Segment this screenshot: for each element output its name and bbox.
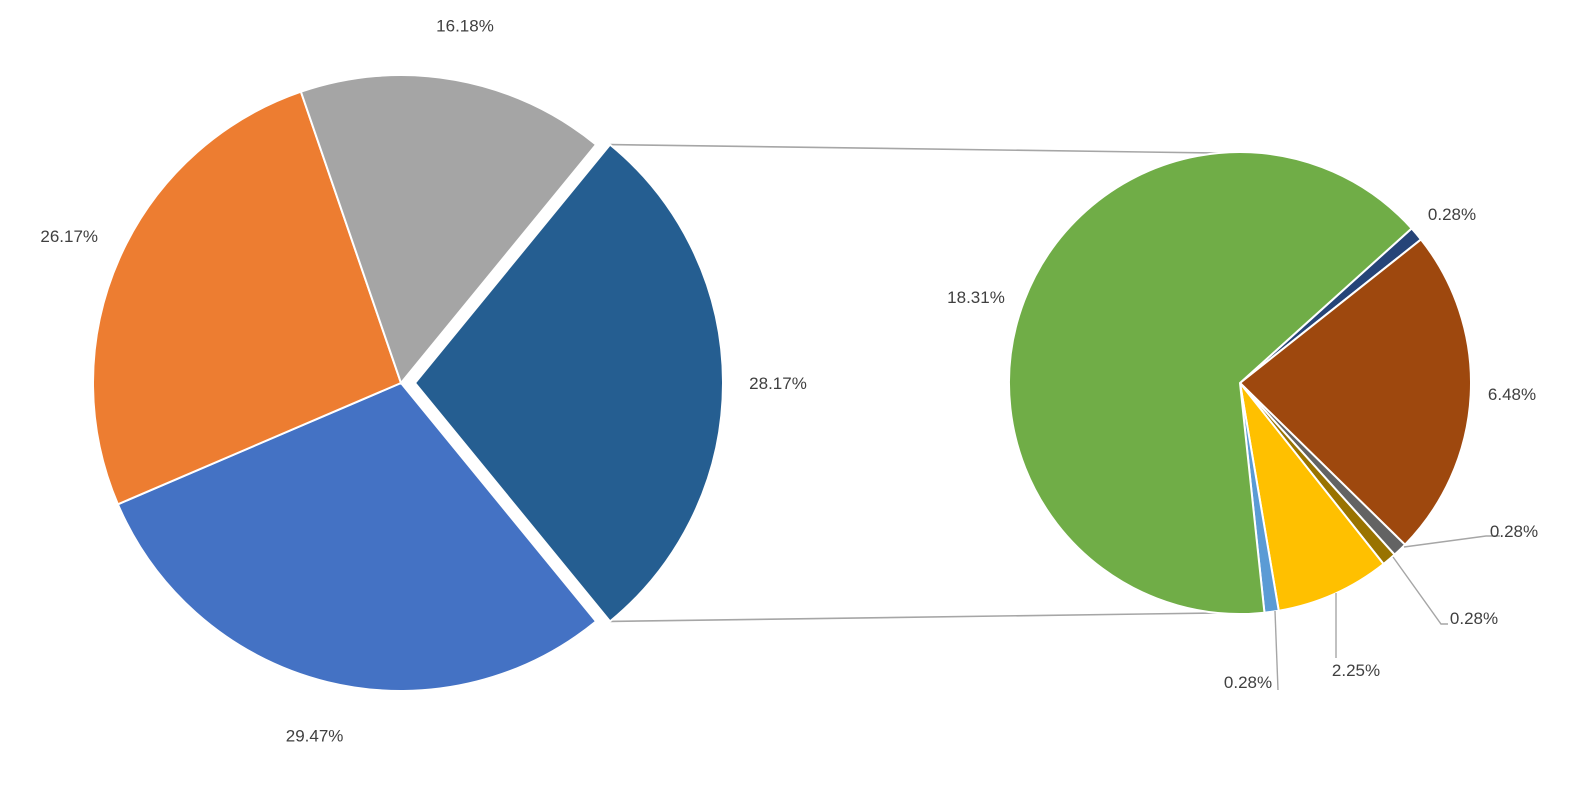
primary-pie [92,74,725,692]
secondary-slice-2 [1238,238,1472,547]
leader-line-3 [1403,535,1500,548]
secondary-slice-label-2: 6.48% [1488,385,1536,404]
connector-line-top [609,143,1231,154]
secondary-slice-5 [1239,382,1385,612]
primary-slice-4 [299,74,598,386]
label-leader-lines [1274,535,1500,691]
connector-line-bottom [609,612,1231,623]
secondary-slice-label-5: 2.25% [1332,661,1380,680]
secondary-slice-label-6: 0.28% [1224,673,1272,692]
leader-line-4 [1392,556,1448,625]
connector-lines [609,143,1231,623]
secondary-slice-7 [1008,151,1414,615]
primary-slice-label-1: 28.17% [749,374,807,393]
secondary-slice-label-7: 18.31% [947,288,1005,307]
secondary-pie [1008,151,1472,615]
leader-line-6 [1274,610,1279,691]
primary-slice-3 [92,90,403,506]
primary-slice-1 [413,143,725,623]
secondary-slice-label-3: 0.28% [1490,522,1538,541]
primary-slice-label-3: 26.17% [40,227,98,246]
primary-slice-label-4: 16.18% [436,17,494,36]
primary-slice-label-2: 29.47% [286,727,344,746]
primary-slice-2 [116,381,598,692]
secondary-slice-label-4: 0.28% [1450,609,1498,628]
secondary-slice-label-1: 0.28% [1428,205,1476,224]
data-labels: 28.17% 29.47% 26.17% 16.18% 0.28% 6.48% 0.28% 0… [40,17,1538,746]
